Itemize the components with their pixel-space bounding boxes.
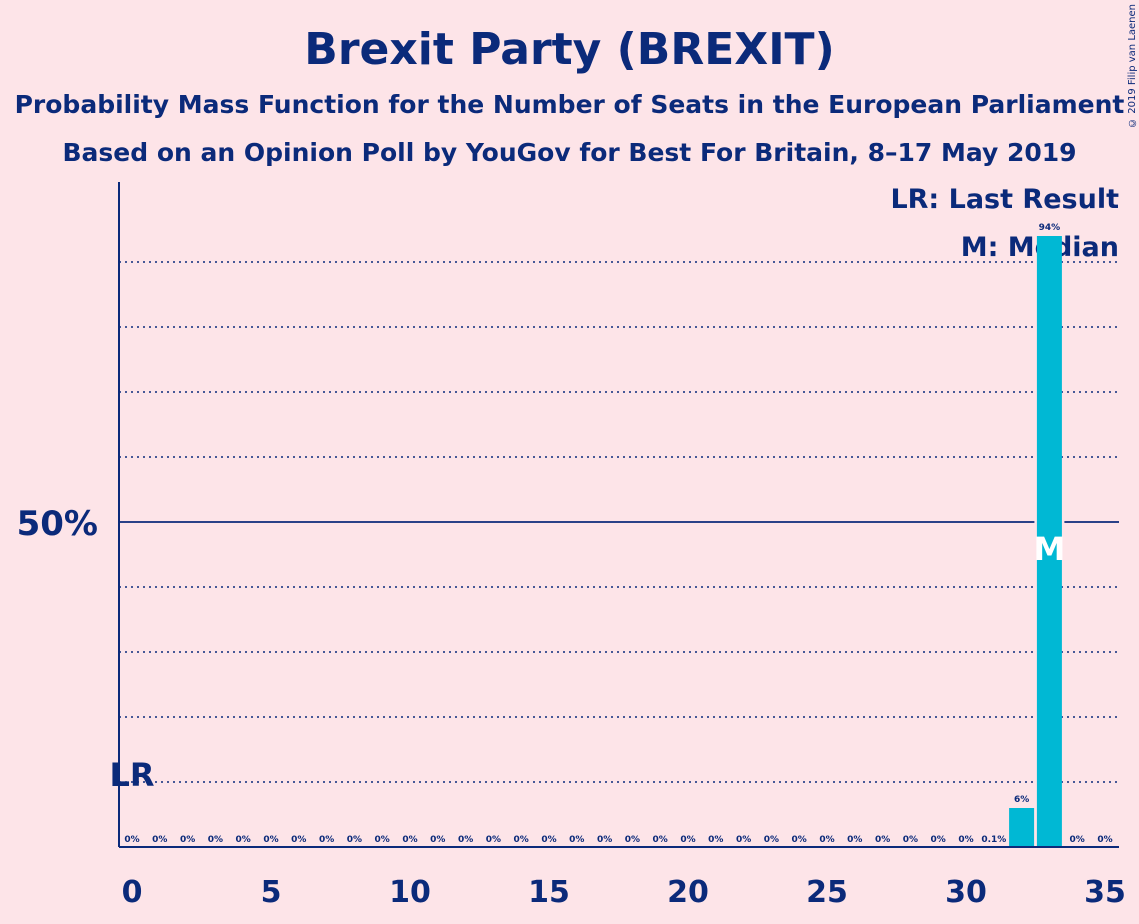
- legend-last-result: LR: Last Result: [890, 184, 1119, 215]
- data-label: 0%: [375, 835, 390, 845]
- data-label: 0%: [875, 835, 890, 845]
- data-label: 0%: [514, 835, 529, 845]
- data-label: 0%: [958, 835, 973, 845]
- data-label: 0%: [931, 835, 946, 845]
- x-tick-label: 5: [261, 875, 282, 910]
- x-tick-label: 15: [528, 875, 570, 910]
- x-tick-label: 25: [806, 875, 848, 910]
- bar: [1009, 808, 1035, 847]
- data-label: 0%: [402, 835, 417, 845]
- data-label: 0%: [124, 835, 139, 845]
- data-label: 0%: [236, 835, 251, 845]
- data-label: 0%: [764, 835, 779, 845]
- data-label: 0%: [263, 835, 278, 845]
- data-label: 0%: [152, 835, 167, 845]
- data-label: 0%: [819, 835, 834, 845]
- x-tick-label: 10: [389, 875, 431, 910]
- data-label: 0%: [180, 835, 195, 845]
- x-tick-label: 20: [667, 875, 709, 910]
- data-label: 0%: [458, 835, 473, 845]
- data-label: 0%: [1070, 835, 1085, 845]
- data-label: 0.1%: [981, 835, 1006, 845]
- data-label: 0%: [847, 835, 862, 845]
- data-label: 94%: [1039, 223, 1061, 233]
- data-label: 0%: [903, 835, 918, 845]
- data-label: 0%: [1097, 835, 1112, 845]
- data-label: 0%: [708, 835, 723, 845]
- data-label: 0%: [680, 835, 695, 845]
- x-tick-label: 0: [122, 875, 143, 910]
- data-label: 0%: [486, 835, 501, 845]
- data-label: 0%: [208, 835, 223, 845]
- chart-subtitle: Probability Mass Function for the Number…: [14, 90, 1125, 119]
- data-label: 0%: [653, 835, 668, 845]
- data-label: 0%: [319, 835, 334, 845]
- data-label: 0%: [291, 835, 306, 845]
- x-tick-label: 30: [945, 875, 987, 910]
- median-marker: M: [1033, 530, 1065, 568]
- data-label: 0%: [541, 835, 556, 845]
- data-label: 0%: [430, 835, 445, 845]
- x-tick-label: 35: [1084, 875, 1126, 910]
- bar: [1036, 236, 1062, 847]
- chart-title: Brexit Party (BREXIT): [304, 24, 835, 75]
- data-label: 0%: [347, 835, 362, 845]
- data-label: 0%: [597, 835, 612, 845]
- y-tick-label: 50%: [17, 504, 98, 544]
- chart-source-subtitle: Based on an Opinion Poll by YouGov for B…: [62, 138, 1077, 167]
- last-result-marker: LR: [109, 756, 154, 794]
- data-label: 0%: [736, 835, 751, 845]
- data-label: 0%: [625, 835, 640, 845]
- data-label: 0%: [792, 835, 807, 845]
- data-label: 0%: [569, 835, 584, 845]
- data-label: 6%: [1014, 795, 1029, 805]
